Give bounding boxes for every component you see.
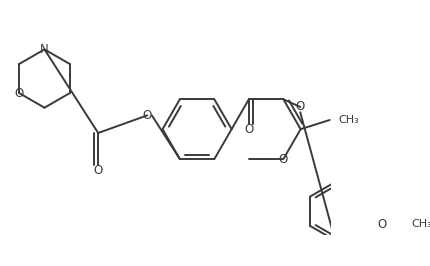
Text: N: N xyxy=(40,43,49,56)
Text: O: O xyxy=(295,101,304,113)
Text: O: O xyxy=(15,87,24,100)
Text: O: O xyxy=(278,153,287,165)
Text: O: O xyxy=(244,123,253,136)
Text: O: O xyxy=(376,218,386,231)
Text: CH₃: CH₃ xyxy=(410,219,430,229)
Text: O: O xyxy=(93,164,102,177)
Text: CH₃: CH₃ xyxy=(338,115,358,125)
Text: O: O xyxy=(142,109,151,122)
